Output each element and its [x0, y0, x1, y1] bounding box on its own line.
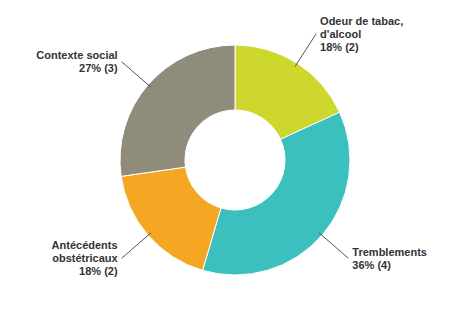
svg-text:Tremblements36% (4): Tremblements36% (4) [352, 246, 427, 271]
svg-text:Antécédentsobstétricaux18% (2): Antécédentsobstétricaux18% (2) [52, 239, 119, 277]
svg-text:Contexte social27% (3): Contexte social27% (3) [36, 49, 118, 74]
svg-text:Odeur de tabac,d'alcool18% (2): Odeur de tabac,d'alcool18% (2) [320, 15, 403, 53]
